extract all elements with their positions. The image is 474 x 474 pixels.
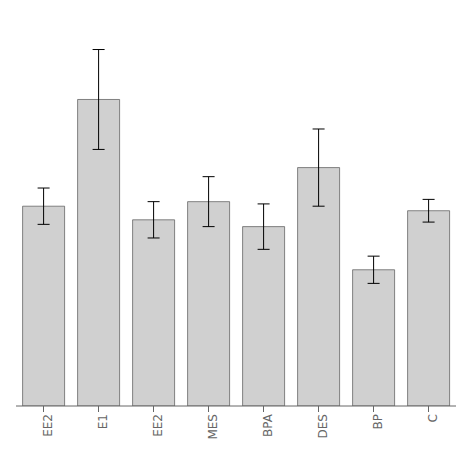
svg-text:MES: MES (206, 414, 220, 440)
svg-text:DES: DES (316, 414, 330, 438)
svg-text:BP: BP (371, 414, 385, 429)
svg-text:EE2: EE2 (41, 414, 55, 437)
svg-text:EE2: EE2 (151, 414, 165, 437)
svg-text:BPA: BPA (261, 413, 275, 437)
svg-text:C: C (426, 414, 440, 422)
svg-text:E1: E1 (96, 414, 110, 429)
